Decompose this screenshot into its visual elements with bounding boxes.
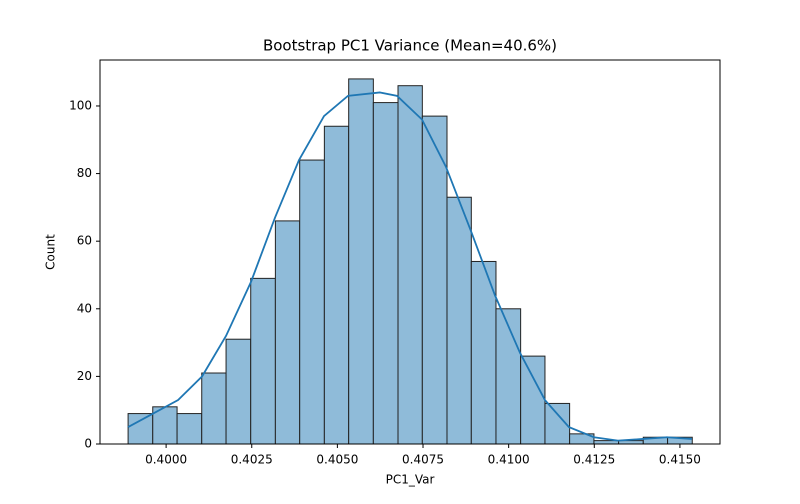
bar [250,277,276,445]
bar [348,78,374,445]
x-tick-label: 0.4150 [659,453,701,467]
kde-line [127,91,692,442]
bar [495,308,522,445]
y-axis-label: Count [44,234,58,270]
y-tick-label: 0 [84,437,92,451]
x-tick-label: 0.4100 [488,453,530,467]
x-tick-label: 0.4125 [573,453,615,467]
bar [470,260,497,445]
bar [127,413,154,445]
bar [397,85,423,445]
bar [421,115,448,445]
bar [520,355,546,445]
axes-frame [99,59,721,445]
y-tick-label: 60 [77,234,92,248]
bar [274,220,301,445]
bar [299,159,325,445]
bar [446,196,472,445]
x-tick-label: 0.4075 [402,453,444,467]
bar [323,125,350,445]
y-tick-label: 80 [77,166,92,180]
bar [593,440,620,445]
bar [152,406,178,445]
chart-title: Bootstrap PC1 Variance (Mean=40.6%) [263,37,557,55]
x-tick-label: 0.4000 [145,453,187,467]
bar [372,102,399,445]
bar [201,372,227,445]
x-tick-label: 0.4050 [316,453,358,467]
bar [176,413,203,445]
y-tick-label: 100 [69,98,92,112]
y-tick-label: 40 [77,301,92,315]
x-tick-label: 0.4025 [231,453,273,467]
y-tick-label: 20 [77,369,92,383]
bar [225,338,252,445]
x-axis-label: PC1_Var [386,473,435,487]
